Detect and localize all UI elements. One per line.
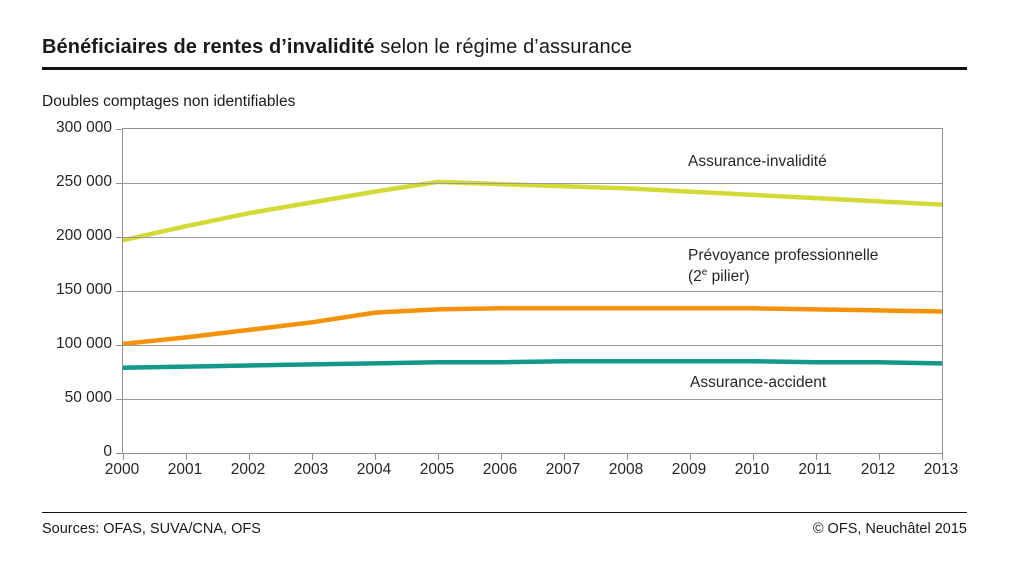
series-label-assurance-accident: Assurance-accident <box>690 374 827 391</box>
y-tick-label-150000: 150 000 <box>55 281 112 298</box>
series-line-assurance-invalidit <box>122 179 943 243</box>
page-title-bold: Bénéficiaires de rentes d’invalidité <box>42 36 375 58</box>
series-line-pr-voyance-professionnelle-2e-pilier <box>122 306 943 347</box>
y-tick-label-300000: 300 000 <box>55 119 112 136</box>
x-tick-2011 <box>815 453 817 460</box>
x-tick-label-2005: 2005 <box>419 461 455 478</box>
series-label-prevoyance-line1: Prévoyance professionnelle <box>688 247 879 264</box>
footer-divider <box>42 512 967 513</box>
series-label-prevoyance-line2: (2e pilier) <box>688 266 750 285</box>
x-tick-2004 <box>374 453 376 460</box>
y-tick <box>116 344 123 346</box>
gridline-250000 <box>123 182 942 184</box>
x-tick-label-2006: 2006 <box>482 461 518 478</box>
x-tick-2010 <box>752 453 754 460</box>
gridline-200000 <box>123 236 942 238</box>
page-title-regular: selon le régime d’assurance <box>374 36 633 58</box>
y-tick <box>116 290 123 292</box>
sources-note: Sources: OFAS, SUVA/CNA, OFS <box>42 521 261 537</box>
y-tick <box>116 128 123 130</box>
x-tick-label-2002: 2002 <box>230 461 266 478</box>
page-title: Bénéficiaires de rentes d’invalidité sel… <box>42 36 632 59</box>
y-tick-label-250000: 250 000 <box>55 173 112 190</box>
superscript-e: e <box>701 266 708 278</box>
x-tick-2000 <box>122 453 124 460</box>
gridline-100000 <box>123 344 942 346</box>
series-lines-svg <box>122 179 943 370</box>
x-axis-labels: 2000 2001 2002 2003 2004 2005 2006 2007 2008 2009… <box>105 461 958 481</box>
x-tick-2008 <box>626 453 628 460</box>
x-tick-2012 <box>878 453 880 460</box>
x-tick-2006 <box>500 453 502 460</box>
y-tick-label-200000: 200 000 <box>55 227 112 244</box>
series-label-assurance-invalidite: Assurance-invalidité <box>688 153 827 170</box>
x-tick-2007 <box>563 453 565 460</box>
series-line-assurance-accident <box>122 358 943 370</box>
x-tick-2003 <box>311 453 313 460</box>
chart-subtitle: Doubles comptages non identifiables <box>42 93 296 110</box>
x-tick-2002 <box>248 453 250 460</box>
y-tick <box>116 182 123 184</box>
y-axis-labels: 0 50 000 100 000 150 000 200 000 250 000 300 0… <box>0 119 112 460</box>
y-tick <box>116 236 123 238</box>
x-tick-2009 <box>689 453 691 460</box>
x-tick-2013 <box>941 453 943 460</box>
x-tick-label-2011: 2011 <box>798 461 832 478</box>
x-tick-label-2012: 2012 <box>860 461 896 478</box>
y-tick-label-50000: 50 000 <box>64 389 112 406</box>
x-tick-2005 <box>437 453 439 460</box>
x-tick-label-2008: 2008 <box>608 461 644 478</box>
x-tick-label-2004: 2004 <box>356 461 392 478</box>
gridline-50000 <box>123 398 942 400</box>
x-tick-label-2003: 2003 <box>293 461 329 478</box>
copyright-note: © OFS, Neuchâtel 2015 <box>812 521 967 537</box>
x-tick-label-2001: 2001 <box>167 461 203 478</box>
x-tick-label-2009: 2009 <box>671 461 707 478</box>
series-label-prevoyance-professionnelle: Prévoyance professionnelle (2e pilier) <box>688 245 878 287</box>
x-tick-2001 <box>185 453 187 460</box>
x-tick-label-2000: 2000 <box>104 461 140 478</box>
y-tick-label-0: 0 <box>103 443 112 460</box>
title-divider <box>42 67 967 70</box>
y-tick <box>116 452 123 454</box>
y-tick-label-100000: 100 000 <box>55 335 112 352</box>
y-tick <box>116 398 123 400</box>
x-tick-label-2010: 2010 <box>734 461 770 478</box>
x-tick-label-2007: 2007 <box>545 461 581 478</box>
gridline-150000 <box>123 290 942 292</box>
x-tick-label-2013: 2013 <box>923 461 959 478</box>
plot-area: Assurance-invalidité Prévoyance professi… <box>116 128 943 460</box>
